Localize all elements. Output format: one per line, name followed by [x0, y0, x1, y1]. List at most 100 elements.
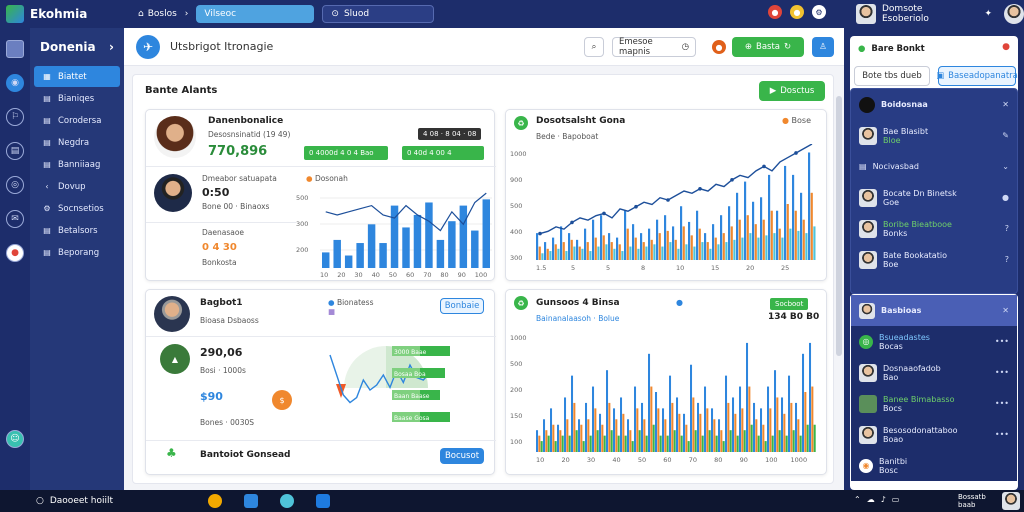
card3-stat1: 290,06 [200, 346, 243, 359]
bar-cyan [613, 248, 616, 260]
section1-row-4[interactable]: Bate Bookatatio Boe? [851, 244, 1017, 275]
chevron-right-icon[interactable]: › [109, 40, 114, 54]
card3-button[interactable]: Bonbaie [440, 298, 484, 314]
action-button[interactable]: ⊕ Basta ↻ [732, 37, 804, 57]
right-top-field[interactable]: Bote tbs dueb [854, 66, 930, 86]
bar-cyan [805, 233, 808, 260]
bar-blue [676, 397, 679, 452]
app-shortcut-icon[interactable]: ● [6, 244, 24, 262]
bar-blue [683, 413, 686, 452]
card3-footer-button[interactable]: Bocusot [440, 448, 484, 464]
bar [471, 230, 479, 268]
settings-icon[interactable]: ⚙ [812, 5, 826, 19]
app-logo[interactable]: Ekohmia [0, 5, 130, 23]
sidebar-item-7[interactable]: ▤ Betalsors [43, 225, 98, 236]
notification-icon[interactable]: ● [768, 5, 782, 19]
sidebar-item-4[interactable]: ▤ Banniiaag [43, 159, 101, 170]
alert-icon[interactable]: ● [790, 5, 804, 19]
card4-sub: Bainanalaasoh · Bolue [536, 314, 620, 323]
bar-blue [739, 386, 742, 452]
sidebar-item-3[interactable]: ▤ Negdra [43, 137, 90, 148]
profile-avatar[interactable] [1004, 4, 1024, 24]
bar-blue [641, 402, 644, 452]
bar-green [708, 430, 711, 452]
close-icon[interactable]: ✕ [1002, 306, 1009, 315]
user-button[interactable]: ♙ [812, 37, 834, 57]
section2-row-1[interactable]: Dosnaaofadob Bao ••• [851, 357, 1017, 388]
notification-avatar[interactable] [1002, 492, 1020, 510]
chart-report: 3000 Baae Bosaa Boa Baan Baase Baase Gosa [329, 346, 450, 422]
bar-blue [648, 353, 651, 452]
record-icon[interactable]: ● [712, 40, 726, 54]
bar-cyan [565, 251, 568, 260]
section1-row-3[interactable]: Boribe Bieatbooe Bonks? [851, 213, 1017, 244]
bar-blue [744, 181, 747, 260]
doc-icon: ▤ [43, 248, 51, 257]
chat-icon[interactable]: ▤ [6, 142, 24, 160]
sidebar-item-1[interactable]: ▤ Bianiqes [43, 93, 95, 104]
y-tick-label: 300 [296, 220, 308, 228]
right-top-button[interactable]: ▣ Baseadopanatra [936, 66, 1018, 86]
bar-blue [808, 152, 811, 260]
chevron-right-icon[interactable]: › [184, 9, 189, 19]
card1-outline-button[interactable]: 0 40d 4 00 4 [402, 146, 484, 160]
dashboard-icon[interactable]: ◉ [6, 74, 24, 92]
sidebar-item-6[interactable]: ⚙ Socnsetios [43, 203, 104, 214]
section1-row-2[interactable]: Bocate Dn Binetsk Goe ● [851, 182, 1017, 213]
section2-row-0[interactable]: ◎ Bsueadastes Bocas ••• [851, 326, 1017, 357]
section2-row-2[interactable]: Banee Bimabasso Bocs ••• [851, 388, 1017, 419]
close-icon[interactable]: ● [1002, 42, 1010, 52]
user-avatar[interactable] [856, 4, 876, 24]
bar-blue [648, 228, 651, 260]
edge-icon[interactable] [280, 494, 294, 508]
hbar-label: Baase Gosa [394, 415, 430, 422]
airplane-icon[interactable]: ✈ [136, 34, 160, 59]
sidebar-item-0[interactable]: ▦ Biattet [34, 66, 120, 87]
help-icon[interactable]: ☺ [6, 430, 24, 448]
tray-icons[interactable]: ⌃☁♪▭ [854, 495, 906, 504]
y-tick-label: 400 [510, 228, 522, 236]
section2-row-4[interactable]: ◉ Banitbi Bosc [851, 450, 1017, 481]
tab-active[interactable]: Vilseoc [196, 5, 315, 23]
card1-green-button[interactable]: 0 4000d 4 0 4 Bao [304, 146, 388, 160]
help-icon: ? [1004, 224, 1009, 233]
bar-green [561, 435, 564, 452]
sidebar-item-8[interactable]: ▤ Beporang [43, 247, 100, 258]
mail-icon[interactable]: ✉ [6, 210, 24, 228]
folder-icon[interactable] [244, 494, 258, 508]
rail-avatar[interactable] [6, 40, 24, 58]
sidebar-item-2[interactable]: ▤ Corodersa [43, 115, 102, 126]
bar-cyan [589, 251, 592, 260]
bar-orange [538, 246, 541, 260]
share-icon: ‹ [45, 182, 49, 191]
main-scrollbar[interactable] [836, 96, 842, 356]
section1-row-0[interactable]: Bae Blasibt Bloe ✎ [851, 120, 1017, 151]
section2-row-3[interactable]: Besosodonattaboo Boao ••• [851, 419, 1017, 450]
bar-blue [655, 392, 658, 452]
tab-second[interactable]: ⊙ Sluod [322, 5, 435, 23]
star-icon[interactable]: ✦ [984, 9, 992, 19]
user-name: Domsote Esoberiolo [882, 4, 929, 24]
search-field[interactable]: Emesoe mapnis ◷ [612, 37, 696, 57]
chrome-icon[interactable] [208, 494, 222, 508]
store-icon[interactable] [316, 494, 330, 508]
close-icon[interactable]: ✕ [1002, 100, 1009, 109]
hbar-track [392, 390, 420, 400]
search-button[interactable]: ⌕ [584, 37, 604, 57]
home-nav[interactable]: ⌂ Boslos [138, 9, 177, 19]
globe-icon[interactable]: ◎ [6, 176, 24, 194]
section1-row-1[interactable]: ▤ Nocivasbad ⌄ [859, 162, 1009, 171]
card1-title: Danenbonalice [208, 116, 284, 126]
bar-blue [712, 224, 715, 260]
taskbar-search[interactable]: ○ Daooeet hoiilt [36, 496, 114, 506]
bar-orange [685, 424, 688, 452]
status-dot-icon: ● [858, 44, 866, 54]
grid-icon: ▦ [43, 72, 51, 81]
sidebar-item-5[interactable]: ‹ Dovup [34, 176, 120, 197]
bar-cyan [789, 228, 792, 260]
bell-icon[interactable]: ⚐ [6, 108, 24, 126]
panel-button[interactable]: ▶ Dosctus [759, 81, 825, 101]
bar-orange [650, 386, 653, 452]
x-tick-label: 40 [372, 271, 380, 278]
bar-orange [629, 430, 632, 452]
